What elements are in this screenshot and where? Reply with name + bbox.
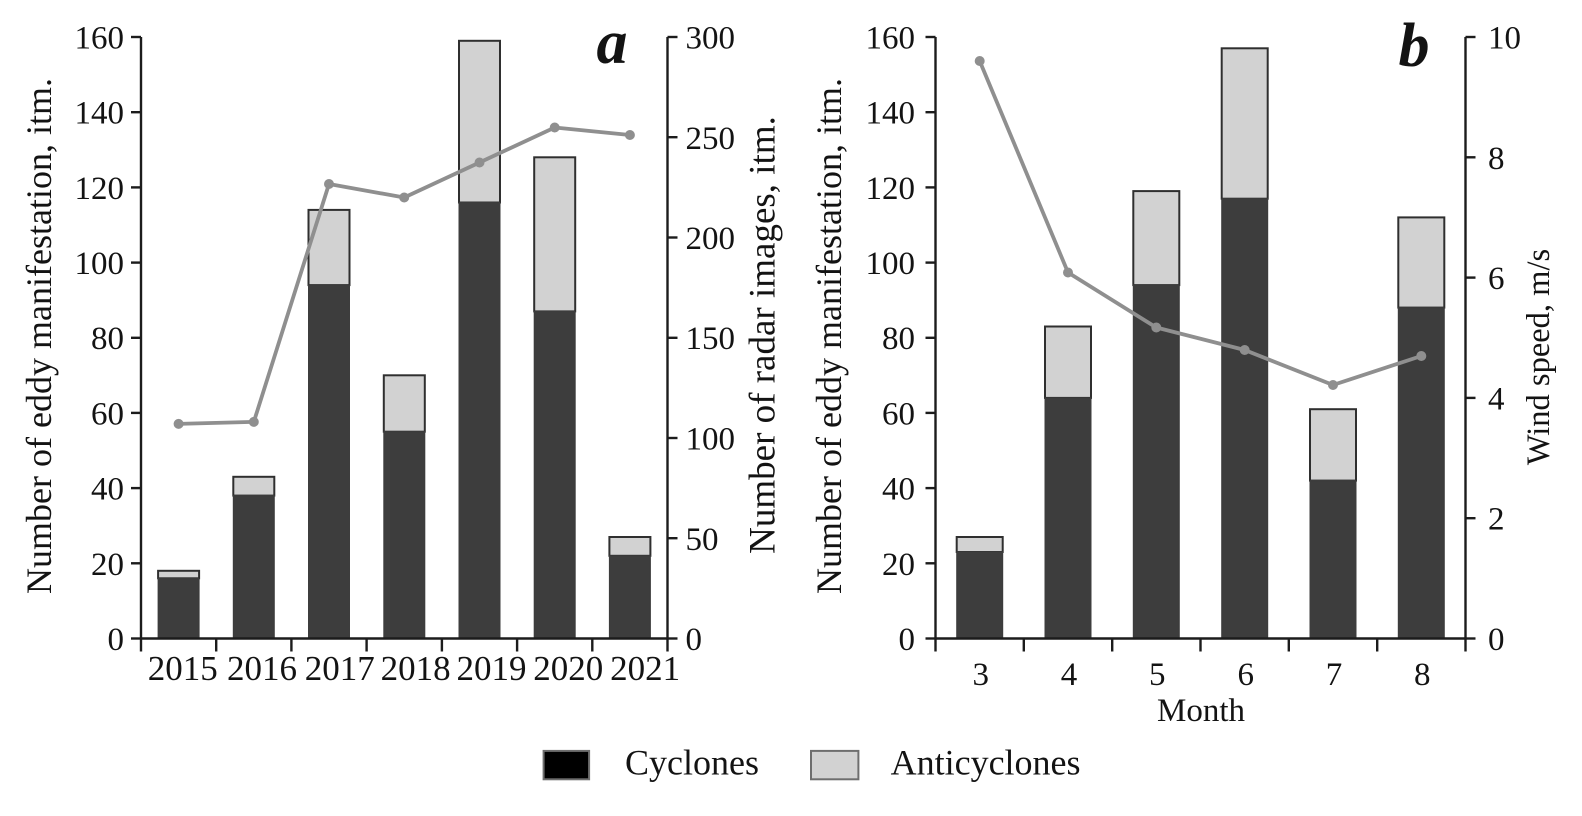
svg-text:60: 60 — [882, 396, 915, 432]
svg-text:80: 80 — [91, 321, 124, 357]
svg-text:300: 300 — [686, 21, 736, 57]
svg-text:Month: Month — [1157, 693, 1246, 729]
svg-text:200: 200 — [686, 221, 736, 257]
svg-text:2021: 2021 — [610, 649, 680, 688]
svg-text:Wind speed, m/s: Wind speed, m/s — [1521, 249, 1557, 465]
svg-text:a: a — [597, 9, 628, 77]
svg-text:150: 150 — [686, 321, 736, 357]
svg-text:60: 60 — [91, 396, 124, 432]
svg-text:2020: 2020 — [533, 649, 603, 688]
svg-text:100: 100 — [686, 422, 736, 458]
svg-text:Number of eddy manifestation,: Number of eddy manifestation, itm. — [809, 78, 849, 594]
svg-text:5: 5 — [1149, 657, 1166, 693]
svg-text:4: 4 — [1061, 657, 1078, 693]
svg-text:250: 250 — [686, 121, 736, 157]
svg-text:10: 10 — [1488, 21, 1521, 57]
svg-text:140: 140 — [75, 96, 125, 132]
svg-text:140: 140 — [866, 96, 916, 132]
svg-text:Anticyclones: Anticyclones — [891, 743, 1081, 783]
svg-text:100: 100 — [75, 246, 125, 282]
svg-text:8: 8 — [1488, 141, 1505, 177]
svg-text:20: 20 — [91, 547, 124, 583]
svg-text:120: 120 — [866, 171, 916, 207]
svg-text:100: 100 — [866, 246, 916, 282]
svg-text:0: 0 — [899, 622, 916, 658]
svg-text:2017: 2017 — [305, 649, 375, 688]
svg-text:160: 160 — [866, 21, 916, 57]
svg-text:40: 40 — [882, 472, 915, 508]
svg-text:2016: 2016 — [227, 649, 297, 688]
svg-text:7: 7 — [1326, 657, 1343, 693]
svg-text:2018: 2018 — [381, 649, 451, 688]
svg-text:4: 4 — [1488, 381, 1505, 417]
svg-text:80: 80 — [882, 321, 915, 357]
svg-text:3: 3 — [972, 657, 989, 693]
svg-text:120: 120 — [75, 171, 125, 207]
svg-text:0: 0 — [686, 622, 703, 658]
svg-text:50: 50 — [686, 522, 719, 558]
svg-text:20: 20 — [882, 547, 915, 583]
svg-text:8: 8 — [1414, 657, 1431, 693]
svg-text:2019: 2019 — [457, 649, 527, 688]
svg-text:160: 160 — [75, 21, 125, 57]
svg-text:Number of radar images, itm.: Number of radar images, itm. — [743, 116, 784, 554]
svg-text:0: 0 — [108, 622, 125, 658]
svg-text:b: b — [1399, 12, 1430, 80]
svg-text:Cyclones: Cyclones — [625, 743, 759, 783]
svg-text:2015: 2015 — [148, 649, 218, 688]
svg-text:2: 2 — [1488, 502, 1505, 538]
svg-text:40: 40 — [91, 472, 124, 508]
svg-text:6: 6 — [1237, 657, 1254, 693]
svg-text:0: 0 — [1488, 622, 1505, 658]
svg-text:6: 6 — [1488, 261, 1505, 297]
svg-text:Number of eddy manifestation,: Number of eddy manifestation, itm. — [19, 78, 59, 594]
